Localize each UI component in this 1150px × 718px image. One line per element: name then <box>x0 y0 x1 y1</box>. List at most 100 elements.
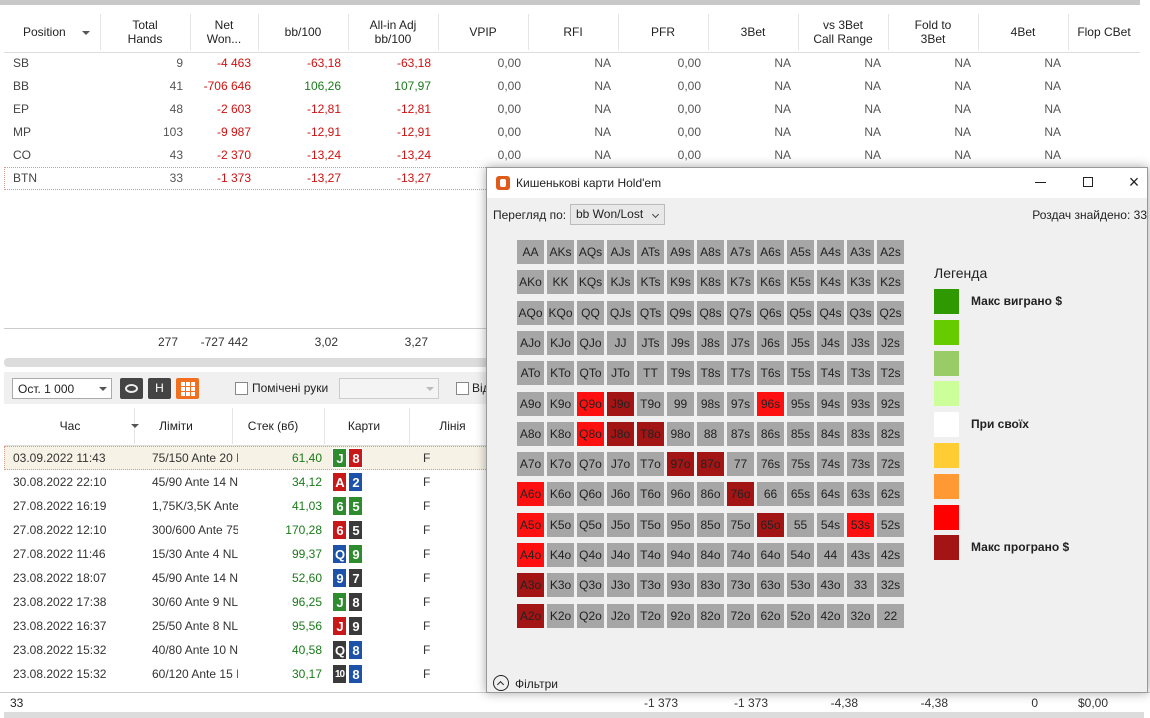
hand-cell[interactable]: 66 <box>757 482 784 507</box>
hand-cell[interactable]: Q4s <box>817 300 844 325</box>
sort-arrow[interactable] <box>82 31 90 35</box>
hand-cell[interactable]: T3s <box>847 361 874 386</box>
hand-cell[interactable]: A4o <box>517 543 544 567</box>
hand-cell[interactable]: Q5s <box>787 300 814 325</box>
hand-cell[interactable]: 32o <box>847 603 874 628</box>
hand-cell[interactable]: 95s <box>787 391 814 416</box>
hand-cell[interactable]: K4s <box>817 270 844 295</box>
hand-cell[interactable]: AJo <box>517 330 544 355</box>
hand-cell[interactable]: AJs <box>607 240 634 264</box>
hand-cell[interactable]: 93o <box>667 573 694 598</box>
hand-cell[interactable]: A8s <box>697 240 724 264</box>
hand-cell[interactable]: 87s <box>727 421 754 446</box>
hand-cell[interactable]: T7s <box>727 361 754 386</box>
hand-cell[interactable]: 85s <box>787 421 814 446</box>
hand-cell[interactable]: 65s <box>787 482 814 507</box>
hand-cell[interactable]: ATs <box>637 240 664 264</box>
hand-cell[interactable]: QJo <box>577 330 604 355</box>
hand-cell[interactable]: A6o <box>517 482 544 507</box>
hand-cell[interactable]: Q5o <box>577 512 604 537</box>
hand-cell[interactable]: KTs <box>637 270 664 295</box>
hand-cell[interactable]: 83o <box>697 573 724 598</box>
hand-cell[interactable]: KJo <box>547 330 574 355</box>
close-button[interactable]: × <box>1128 172 1140 192</box>
hand-cell[interactable]: 86o <box>697 482 724 507</box>
hand-cell[interactable]: 32s <box>877 573 904 598</box>
column-header[interactable]: vs 3Bet Call Range <box>813 18 873 46</box>
hand-cell[interactable]: K2o <box>547 603 574 628</box>
hand-cell[interactable]: 92o <box>667 603 694 628</box>
hand-cell[interactable]: 65o <box>757 512 784 537</box>
hand-cell[interactable]: A7o <box>517 452 544 477</box>
hand-cell[interactable]: 99 <box>667 391 694 416</box>
hand-cell[interactable]: K7s <box>727 270 754 295</box>
hand-cell[interactable]: J7s <box>727 330 754 355</box>
hand-cell[interactable]: 86s <box>757 421 784 446</box>
hand-cell[interactable]: Q2o <box>577 603 604 628</box>
hand-cell[interactable]: 63s <box>847 482 874 507</box>
hand-cell[interactable]: AKs <box>547 240 574 264</box>
hand-cell[interactable]: 63o <box>757 573 784 598</box>
column-header[interactable]: Ліміти <box>159 419 193 433</box>
hand-cell[interactable]: 64s <box>817 482 844 507</box>
hand-cell[interactable]: QTo <box>577 361 604 386</box>
hand-cell[interactable]: JTs <box>637 330 664 355</box>
hand-cell[interactable]: 84s <box>817 421 844 446</box>
hand-cell[interactable]: 44 <box>817 543 844 567</box>
hand-cell[interactable]: 74s <box>817 452 844 477</box>
hand-cell[interactable]: Q2s <box>877 300 904 325</box>
maximize-button[interactable] <box>1083 177 1093 187</box>
hand-cell[interactable]: 54o <box>787 543 814 567</box>
hand-cell[interactable]: 64o <box>757 543 784 567</box>
hand-cell[interactable]: 43o <box>817 573 844 598</box>
hand-cell[interactable]: J9o <box>607 391 634 416</box>
hand-cell[interactable]: T5o <box>637 512 664 537</box>
hand-cell[interactable]: 87o <box>697 452 724 477</box>
hand-cell[interactable]: 72s <box>877 452 904 477</box>
hand-cell[interactable]: AKo <box>517 270 544 295</box>
hand-cell[interactable]: AQo <box>517 300 544 325</box>
hand-cell[interactable]: K6o <box>547 482 574 507</box>
hand-cell[interactable]: 76o <box>727 482 754 507</box>
hand-cell[interactable]: J4o <box>607 543 634 567</box>
column-header[interactable]: Fold to 3Bet <box>914 18 952 46</box>
hand-cell[interactable]: Q9o <box>577 391 604 416</box>
hand-cell[interactable]: ATo <box>517 361 544 386</box>
hand-cell[interactable]: K2s <box>877 270 904 295</box>
hand-cell[interactable]: 53s <box>847 512 874 537</box>
column-header[interactable]: Flop CBet <box>1077 25 1131 39</box>
hand-cell[interactable]: 52s <box>877 512 904 537</box>
hand-cell[interactable]: 96s <box>757 391 784 416</box>
checkbox[interactable] <box>456 382 469 395</box>
hand-cell[interactable]: J8o <box>607 421 634 446</box>
hand-cell[interactable]: KJs <box>607 270 634 295</box>
hand-cell[interactable]: T4s <box>817 361 844 386</box>
hand-cell[interactable]: T6o <box>637 482 664 507</box>
hand-cell[interactable]: J5o <box>607 512 634 537</box>
hand-cell[interactable]: Q3o <box>577 573 604 598</box>
hand-cell[interactable]: 94o <box>667 543 694 567</box>
column-header[interactable]: Position <box>23 25 66 39</box>
column-header[interactable]: Лінія <box>439 419 466 433</box>
hand-cell[interactable]: Q9s <box>667 300 694 325</box>
hand-cell[interactable]: 73s <box>847 452 874 477</box>
column-header[interactable]: Час <box>59 419 81 433</box>
column-header[interactable]: All-in Adj bb/100 <box>369 18 417 46</box>
hand-cell[interactable]: T4o <box>637 543 664 567</box>
hand-cell[interactable]: A5o <box>517 512 544 537</box>
hand-cell[interactable]: 42s <box>877 543 904 567</box>
hand-cell[interactable]: A3o <box>517 573 544 598</box>
column-header[interactable]: bb/100 <box>284 25 322 39</box>
column-header[interactable]: VPIP <box>469 25 497 39</box>
hand-cell[interactable]: 93s <box>847 391 874 416</box>
hand-cell[interactable]: J4s <box>817 330 844 355</box>
column-header[interactable]: Net Won... <box>206 18 242 46</box>
hand-cell[interactable]: 42o <box>817 603 844 628</box>
hand-cell[interactable]: QJs <box>607 300 634 325</box>
hand-cell[interactable]: J8s <box>697 330 724 355</box>
hand-cell[interactable]: 88 <box>697 421 724 446</box>
hand-cell[interactable]: 72o <box>727 603 754 628</box>
hand-cell[interactable]: 73o <box>727 573 754 598</box>
hand-cell[interactable]: T3o <box>637 573 664 598</box>
hand-cell[interactable]: K5o <box>547 512 574 537</box>
